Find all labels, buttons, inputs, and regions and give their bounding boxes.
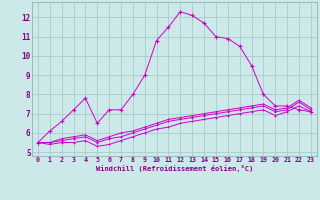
X-axis label: Windchill (Refroidissement éolien,°C): Windchill (Refroidissement éolien,°C): [96, 165, 253, 172]
